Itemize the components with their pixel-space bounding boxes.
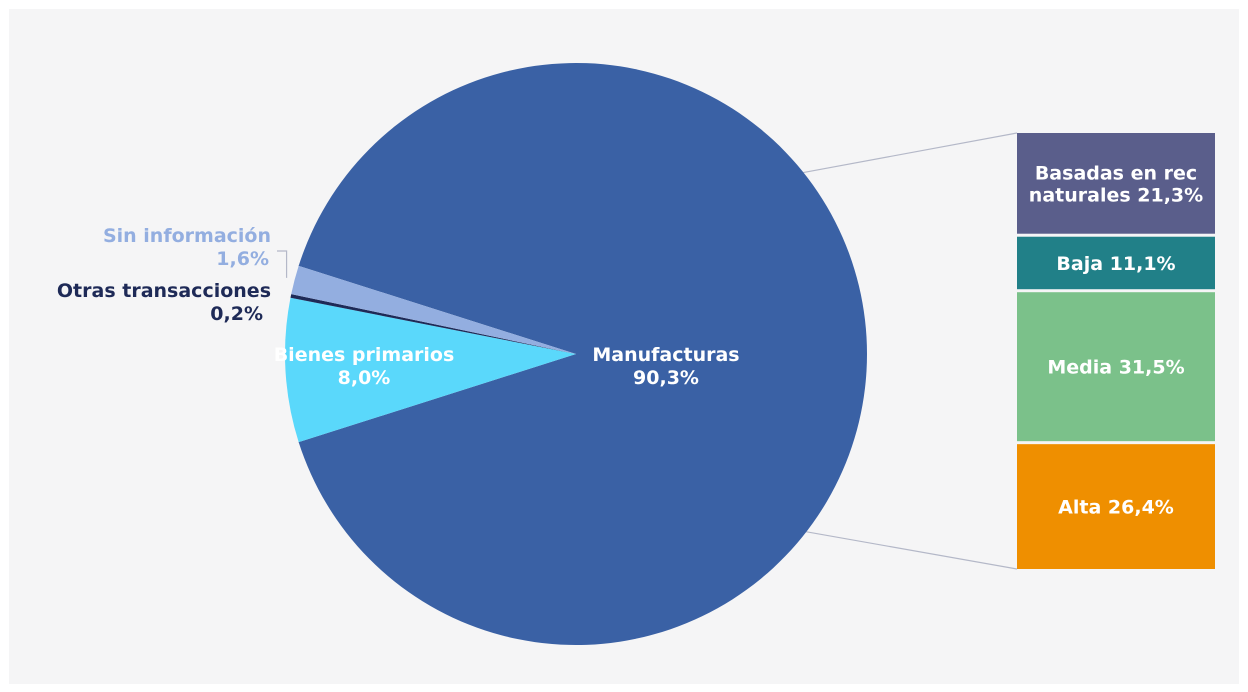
pie-slice-otras-transacciones [290,294,576,354]
pie-slice-manufacturas [298,62,868,645]
leader-line [277,250,288,278]
pie-label-value: 8,0% [338,367,391,389]
bar-segment-label: Baja 11,1% [1056,253,1175,275]
pie-slice-sin-informacion [291,265,576,354]
bar-segment-2 [1017,292,1215,442]
bar-segment-label: naturales 21,3% [1029,184,1203,206]
bar-segment-1 [1017,236,1215,290]
bar-segment-label: Basadas en rec [1035,162,1197,184]
pie-label-name: Sin información [103,225,271,247]
pie-label-value: 90,3% [633,367,699,389]
pie-label-name: Bienes primarios [274,344,455,366]
pie-slice-bienes-primarios [284,297,576,443]
chart-panel: Basadas en rec naturales 21,3% Baja 11,1% M… [9,9,1239,684]
bar-segment-label: Alta 26,4% [1058,497,1174,519]
pie-label-value: 1,6% [216,248,269,270]
bar-segment-label: Media 31,5% [1047,357,1184,379]
bar-segment-3 [1017,444,1215,569]
pie-label-name: Otras transacciones [57,280,271,302]
pie-label-value: 0,2% [210,303,263,325]
bar-segment-0 [1017,133,1215,234]
pie-label-name: Manufacturas [592,344,739,366]
